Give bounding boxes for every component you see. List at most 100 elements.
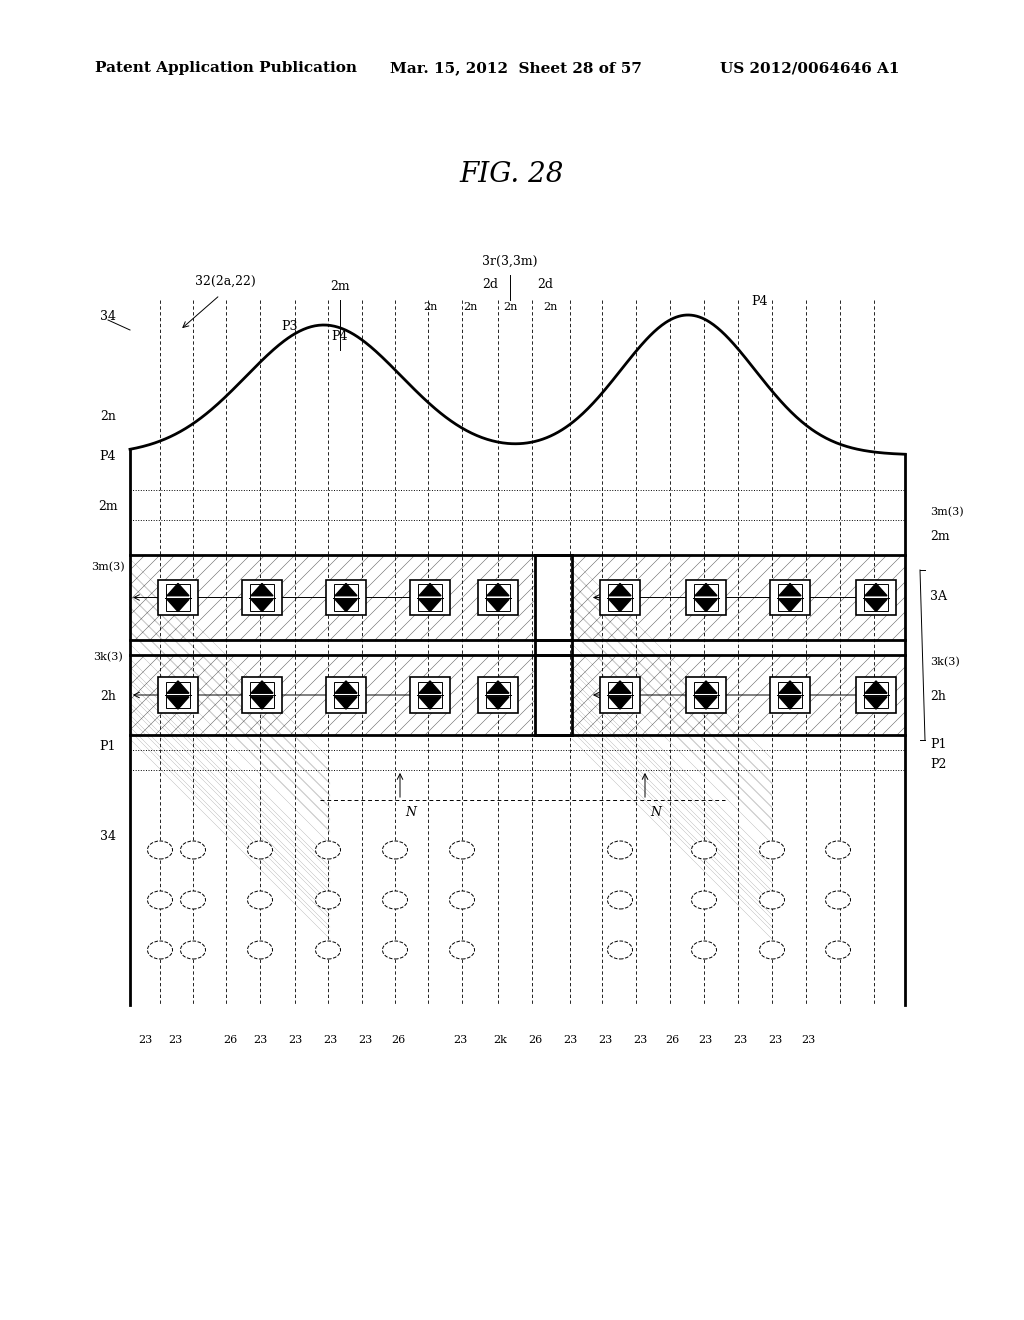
Ellipse shape: [691, 891, 717, 909]
Text: P1: P1: [930, 738, 946, 751]
Ellipse shape: [825, 941, 851, 960]
Text: 23: 23: [453, 1035, 467, 1045]
Text: 26: 26: [528, 1035, 542, 1045]
Bar: [166, 682, 190, 709]
Text: FIG. 28: FIG. 28: [460, 161, 564, 189]
Bar: [158, 677, 198, 713]
Bar: [864, 585, 888, 611]
Ellipse shape: [450, 941, 474, 960]
Bar: [778, 585, 802, 611]
Polygon shape: [865, 697, 887, 709]
Bar: [418, 682, 442, 709]
Polygon shape: [167, 697, 189, 709]
Bar: [600, 677, 640, 713]
Bar: [486, 682, 510, 709]
Ellipse shape: [248, 891, 272, 909]
Text: N: N: [650, 805, 662, 818]
Ellipse shape: [760, 841, 784, 859]
Text: 2d: 2d: [482, 279, 498, 290]
Polygon shape: [167, 583, 189, 595]
Ellipse shape: [450, 841, 474, 859]
Polygon shape: [779, 697, 801, 709]
Text: 26: 26: [391, 1035, 406, 1045]
Bar: [327, 677, 366, 713]
Polygon shape: [865, 583, 887, 595]
Ellipse shape: [383, 941, 408, 960]
Polygon shape: [419, 697, 441, 709]
Bar: [778, 682, 802, 709]
Ellipse shape: [147, 891, 172, 909]
Ellipse shape: [147, 941, 172, 960]
Bar: [856, 579, 896, 615]
Ellipse shape: [248, 941, 272, 960]
Bar: [864, 682, 888, 709]
Text: 23: 23: [733, 1035, 748, 1045]
Text: 23: 23: [598, 1035, 612, 1045]
Polygon shape: [251, 599, 273, 611]
Text: 23: 23: [801, 1035, 815, 1045]
Bar: [327, 579, 366, 615]
Polygon shape: [865, 599, 887, 611]
Polygon shape: [779, 681, 801, 693]
Polygon shape: [695, 599, 717, 611]
Text: P3: P3: [282, 319, 298, 333]
Text: 2n: 2n: [463, 302, 477, 312]
Polygon shape: [251, 583, 273, 595]
Text: 2m: 2m: [98, 500, 118, 513]
Text: 2n: 2n: [423, 302, 437, 312]
Ellipse shape: [315, 841, 341, 859]
Ellipse shape: [607, 941, 633, 960]
Text: 2n: 2n: [543, 302, 557, 312]
Bar: [250, 682, 274, 709]
Ellipse shape: [691, 941, 717, 960]
Polygon shape: [487, 583, 509, 595]
Text: 26: 26: [665, 1035, 679, 1045]
Bar: [166, 585, 190, 611]
Bar: [694, 585, 718, 611]
Ellipse shape: [180, 841, 206, 859]
Ellipse shape: [383, 841, 408, 859]
Text: N: N: [406, 805, 416, 818]
Text: P1: P1: [99, 741, 117, 752]
Ellipse shape: [450, 891, 474, 909]
Polygon shape: [419, 681, 441, 693]
Polygon shape: [487, 697, 509, 709]
Bar: [770, 579, 810, 615]
Text: 23: 23: [633, 1035, 647, 1045]
Polygon shape: [487, 681, 509, 693]
Text: 26: 26: [223, 1035, 238, 1045]
Polygon shape: [251, 681, 273, 693]
Text: P4: P4: [332, 330, 348, 343]
Text: 2h: 2h: [930, 690, 946, 704]
Polygon shape: [335, 599, 357, 611]
Bar: [478, 579, 518, 615]
Text: 34: 34: [100, 310, 116, 323]
Text: 2h: 2h: [100, 690, 116, 704]
Bar: [411, 677, 450, 713]
Text: 32(2a,22): 32(2a,22): [195, 275, 256, 288]
Text: US 2012/0064646 A1: US 2012/0064646 A1: [720, 61, 899, 75]
Text: 2m: 2m: [930, 531, 949, 543]
Bar: [158, 579, 198, 615]
Ellipse shape: [760, 891, 784, 909]
Polygon shape: [695, 697, 717, 709]
Text: 2n: 2n: [503, 302, 517, 312]
Text: 3A: 3A: [930, 590, 947, 603]
Bar: [486, 585, 510, 611]
Polygon shape: [335, 681, 357, 693]
Polygon shape: [609, 681, 631, 693]
Text: 2n: 2n: [100, 411, 116, 422]
Text: 3m(3): 3m(3): [930, 507, 964, 517]
Ellipse shape: [180, 891, 206, 909]
Text: Patent Application Publication: Patent Application Publication: [95, 61, 357, 75]
Bar: [418, 585, 442, 611]
Bar: [334, 682, 358, 709]
Bar: [608, 682, 632, 709]
Bar: [243, 579, 282, 615]
Text: Mar. 15, 2012  Sheet 28 of 57: Mar. 15, 2012 Sheet 28 of 57: [390, 61, 642, 75]
Polygon shape: [335, 697, 357, 709]
Text: 23: 23: [357, 1035, 372, 1045]
Polygon shape: [779, 583, 801, 595]
Bar: [243, 677, 282, 713]
Polygon shape: [695, 583, 717, 595]
